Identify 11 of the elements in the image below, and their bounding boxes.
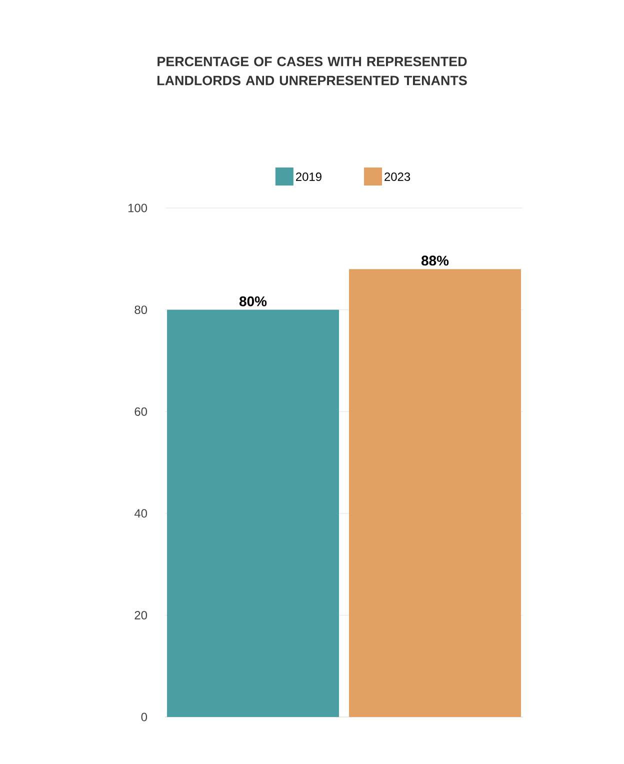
y-tick-label: 80 <box>134 306 148 314</box>
y-tick-label: 100 <box>128 204 148 212</box>
data-label: 88% <box>421 256 449 266</box>
y-tick-label: 60 <box>134 407 148 416</box>
legend-label: 2023 <box>384 172 410 181</box>
y-tick-label: 40 <box>134 509 148 518</box>
data-label: 80% <box>239 296 267 306</box>
y-tick-label: 0 <box>141 712 148 722</box>
legend-label: 2019 <box>296 172 322 181</box>
y-tick-label: 20 <box>134 610 148 620</box>
chart-title: PERCENTAGE OF CASES WITH REPRESENTED LANDLORDS AND UNREPRESENTED TENANTS <box>157 56 467 86</box>
